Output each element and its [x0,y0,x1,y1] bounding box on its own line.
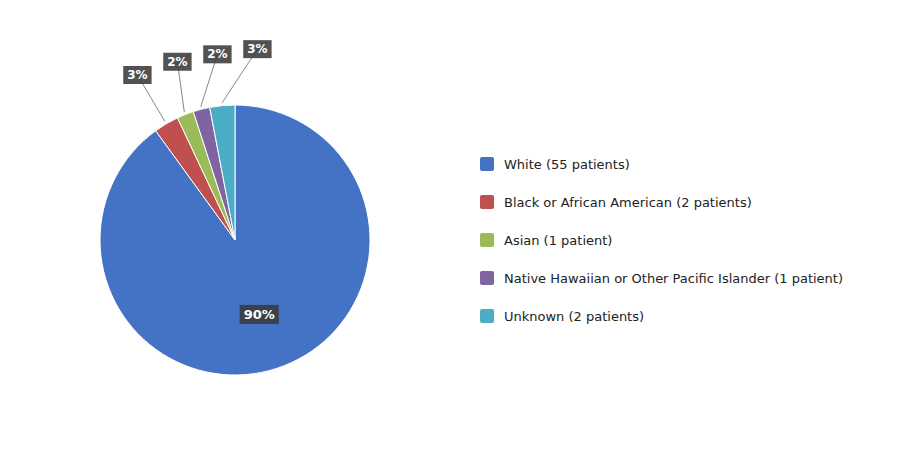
legend: White (55 patients) Black or African Amer… [480,157,843,324]
pie-slice [210,105,235,240]
legend-swatch [480,271,494,285]
data-label: 90% [244,307,275,322]
data-label-group: 3% [243,40,271,58]
data-label-box [243,40,271,58]
legend-swatch [480,195,494,209]
data-label-group: 3% [123,66,151,84]
data-label-group: 2% [203,45,231,63]
pie-slices [100,105,370,375]
legend-label: Unknown (2 patients) [504,309,644,324]
data-label-box [163,53,191,71]
data-label: 2% [207,47,227,61]
data-label-box [203,45,231,63]
chart-svg: 90% 3% 2% 2% 3% White (55 patients) Black or A… [0,0,900,450]
legend-label: Native Hawaiian or Other Pacific Islande… [504,271,843,286]
pie-slice [100,105,370,375]
legend-label: Black or African American (2 patients) [504,195,752,210]
chart-container: 90% 3% 2% 2% 3% White (55 patients) Black or A… [0,0,900,450]
data-label: 3% [127,68,147,82]
data-label: 3% [247,42,267,56]
legend-label: Asian (1 patient) [504,233,612,248]
data-label-box [240,305,279,324]
legend-swatch [480,157,494,171]
data-label: 2% [167,55,187,69]
legend-label: White (55 patients) [504,157,630,172]
legend-swatch [480,309,494,323]
data-label-group: 90% [240,305,279,324]
data-label-group: 2% [163,53,191,71]
legend-swatch [480,233,494,247]
data-label-box [123,66,151,84]
data-labels: 90% 3% 2% 2% 3% [123,40,279,324]
